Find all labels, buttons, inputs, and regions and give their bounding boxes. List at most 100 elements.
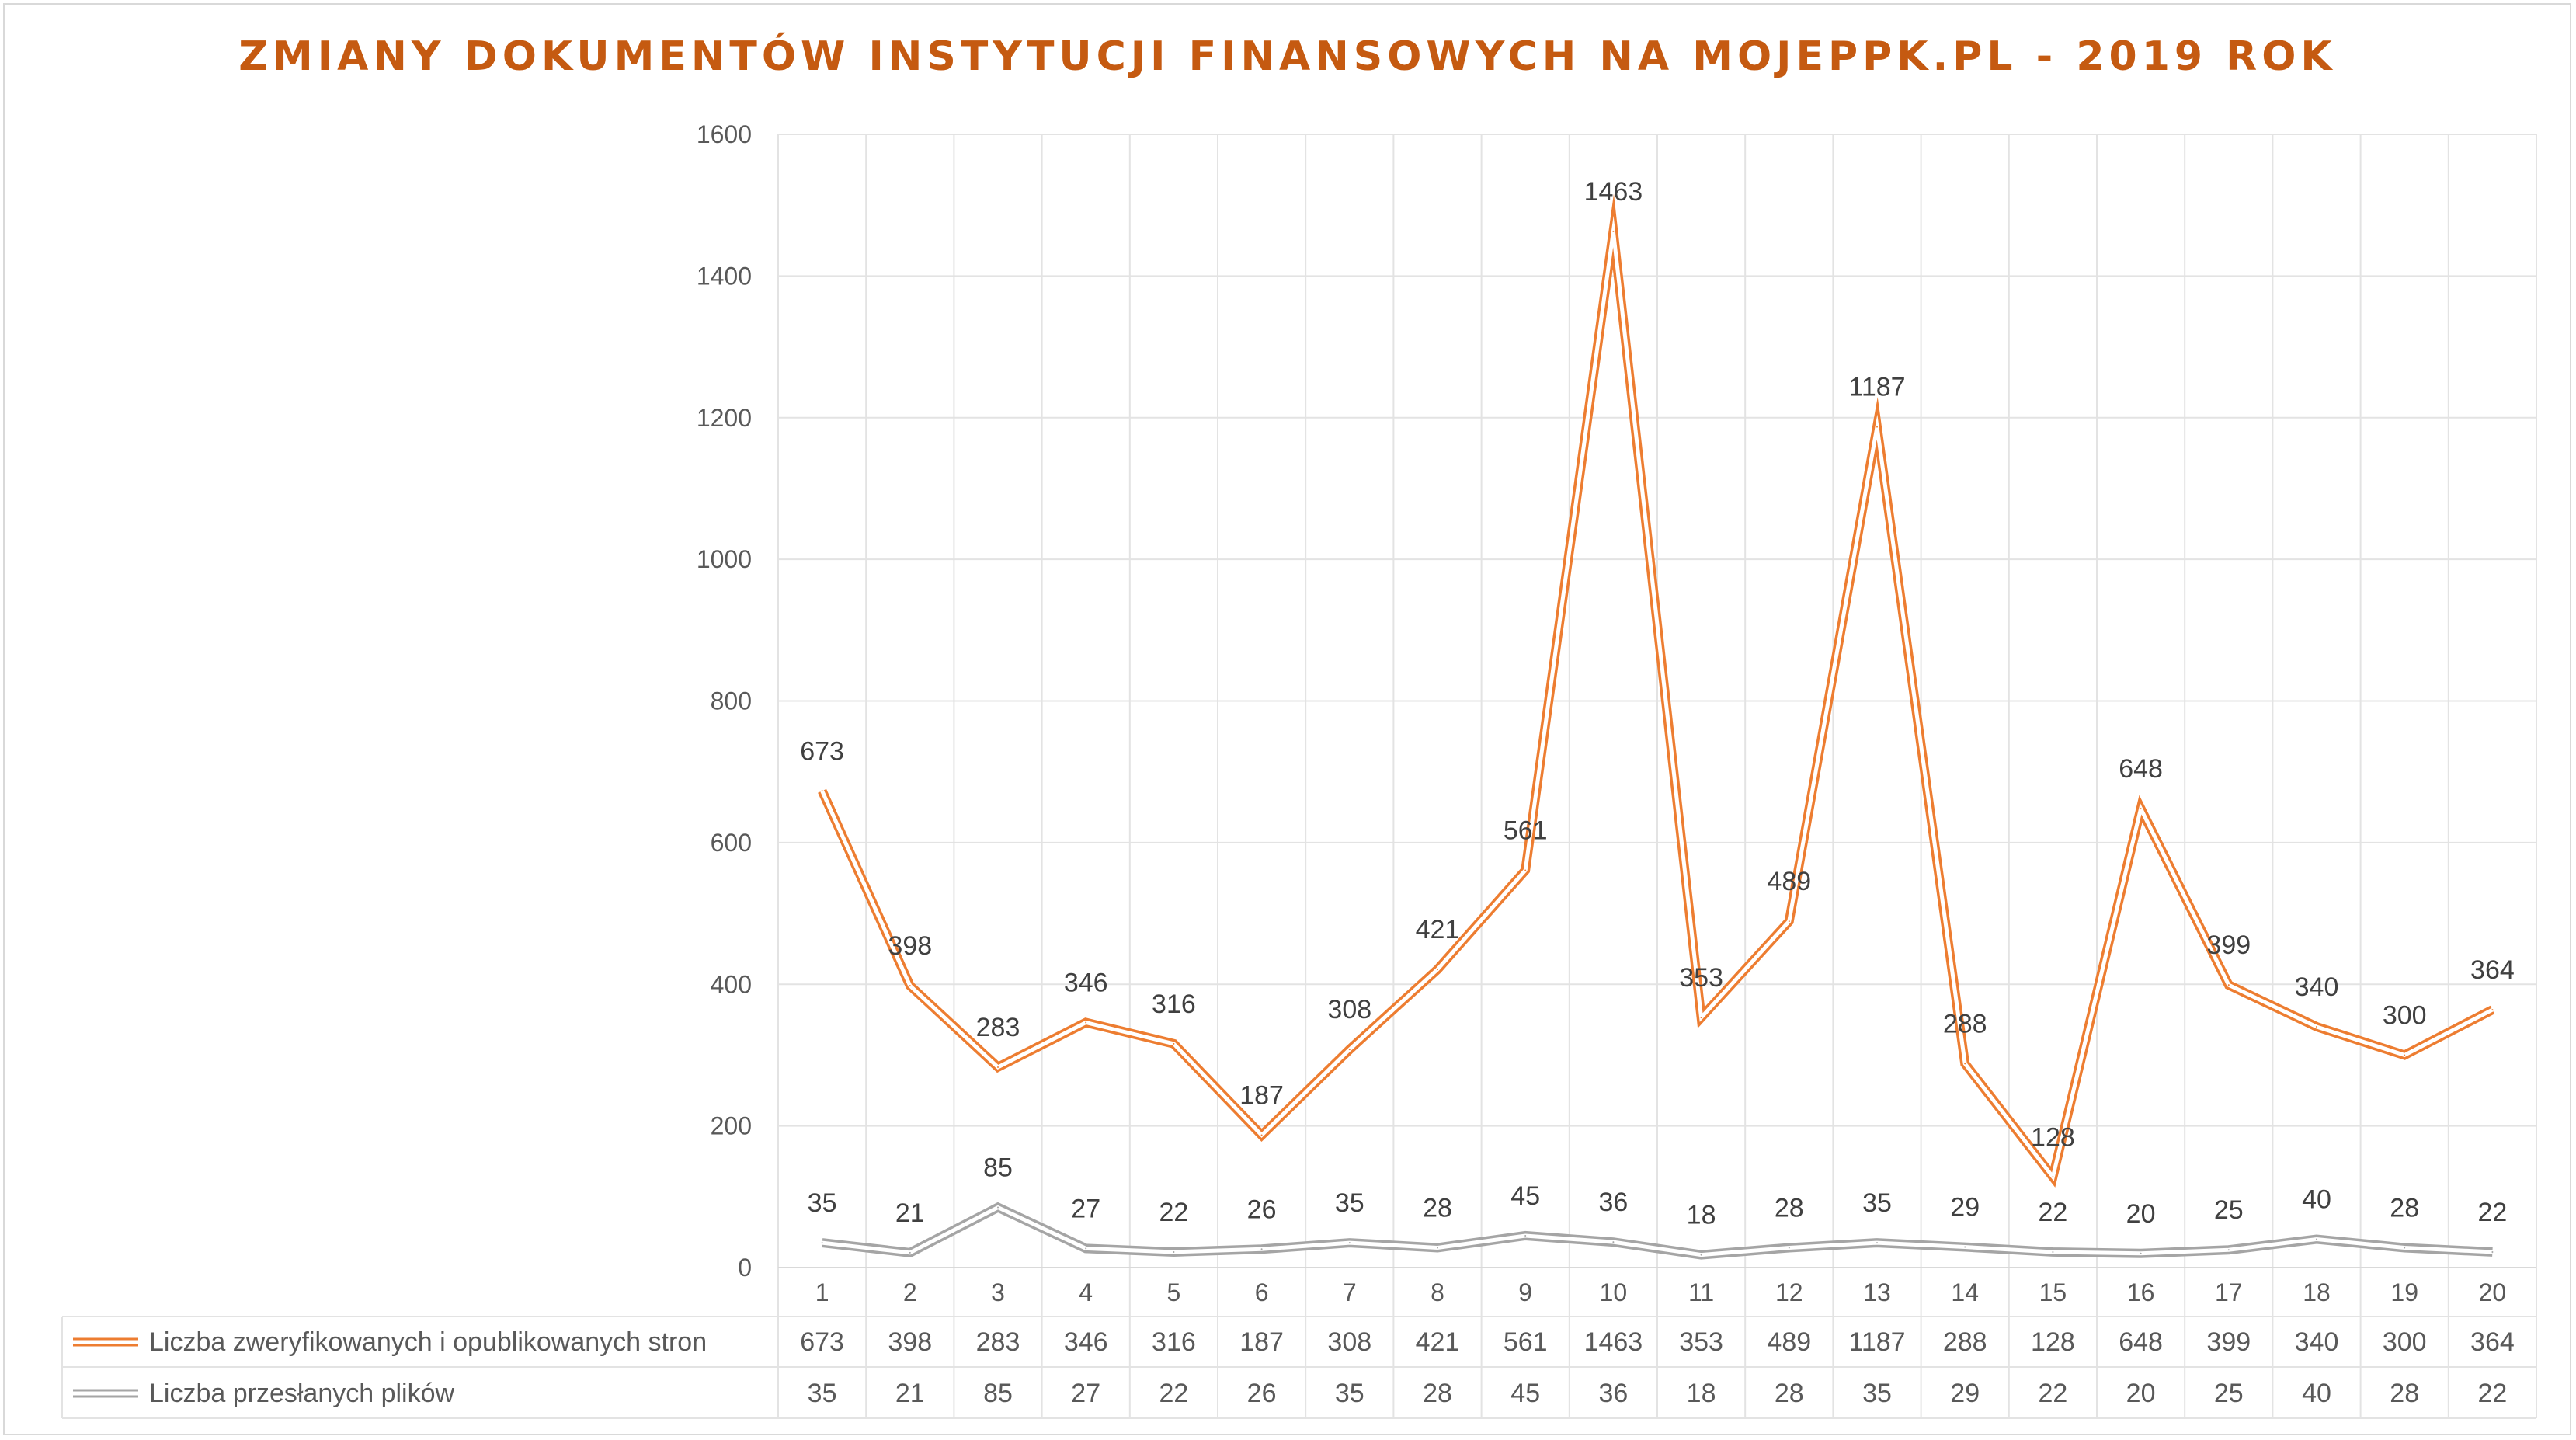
- data-point: [1173, 1042, 1175, 1045]
- data-point: [2140, 808, 2142, 810]
- table-cell: 288: [1943, 1327, 1987, 1357]
- data-label: 29: [1950, 1193, 1980, 1223]
- chart-title: ZMIANY DOKUMENTÓW INSTYTUCJI FINANSOWYCH…: [238, 32, 2336, 80]
- data-label: 128: [2031, 1122, 2075, 1152]
- x-tick-label: 4: [1079, 1278, 1093, 1306]
- x-tick-label: 8: [1431, 1278, 1444, 1306]
- x-tick-label: 6: [1255, 1278, 1269, 1306]
- data-label: 308: [1327, 995, 1371, 1024]
- data-point: [821, 1242, 823, 1244]
- data-labels: 673 398 283 346 316 187 308 421 561 1463 353 489 118…: [800, 177, 2515, 1230]
- data-label: 26: [1247, 1195, 1277, 1224]
- y-tick-label: 1600: [697, 120, 752, 148]
- data-label: 187: [1239, 1080, 1284, 1110]
- data-label: 21: [895, 1198, 925, 1228]
- data-label: 35: [1335, 1188, 1364, 1218]
- data-label: 288: [1943, 1009, 1987, 1038]
- table-cell: 18: [1687, 1379, 1716, 1408]
- table-cell: 648: [2119, 1327, 2163, 1357]
- table-cell: 364: [2470, 1327, 2515, 1357]
- table-cell: 20: [2126, 1379, 2156, 1408]
- data-label: 28: [1423, 1193, 1452, 1223]
- data-point: [1524, 1234, 1527, 1237]
- data-point: [2491, 1009, 2494, 1011]
- table-cell: 26: [1247, 1379, 1277, 1408]
- table-cell: 316: [1152, 1327, 1196, 1357]
- data-label: 22: [1159, 1198, 1188, 1227]
- data-point: [1260, 1134, 1263, 1136]
- table-cell: 353: [1679, 1327, 1723, 1357]
- x-tick-label: 20: [2479, 1278, 2507, 1306]
- data-point: [1788, 1247, 1790, 1249]
- legend-series-name: Liczba przesłanych plików: [149, 1379, 455, 1408]
- data-label: 283: [976, 1013, 1020, 1042]
- data-point: [1700, 1017, 1702, 1019]
- y-tick-label: 200: [711, 1112, 752, 1140]
- data-point: [1437, 1247, 1438, 1249]
- x-tick-label: 10: [1600, 1278, 1628, 1306]
- data-label: 36: [1598, 1188, 1628, 1217]
- data-point: [909, 1251, 911, 1254]
- table-cell: 398: [888, 1327, 932, 1357]
- table-cell: 340: [2295, 1327, 2339, 1357]
- table-cell: 28: [1775, 1379, 1804, 1408]
- table-cell: 489: [1767, 1327, 1811, 1357]
- y-tick-label: 0: [738, 1254, 752, 1282]
- data-label: 22: [2477, 1198, 2507, 1227]
- data-label: 27: [1071, 1194, 1100, 1223]
- legend-series-name: Liczba zweryfikowanych i opublikowanych …: [149, 1327, 707, 1357]
- x-tick-label: 1: [815, 1278, 829, 1306]
- table-cell: 35: [808, 1379, 837, 1408]
- table-cell: 36: [1598, 1379, 1628, 1408]
- data-point: [2491, 1250, 2494, 1253]
- x-tick-label: 2: [903, 1278, 917, 1306]
- data-label: 421: [1416, 915, 1460, 944]
- data-point: [1437, 969, 1438, 971]
- data-point: [2316, 1238, 2317, 1240]
- data-label: 673: [800, 736, 844, 766]
- data-label: 346: [1064, 968, 1108, 997]
- data-point: [909, 985, 911, 987]
- data-point: [1964, 1063, 1966, 1065]
- data-label: 1187: [1848, 373, 1905, 402]
- table-cell: 25: [2214, 1379, 2244, 1408]
- data-point: [1260, 1248, 1263, 1250]
- data-point: [1085, 1247, 1087, 1250]
- data-label: 35: [808, 1188, 837, 1218]
- data-label: 28: [1775, 1193, 1804, 1223]
- data-point: [2140, 1252, 2142, 1254]
- x-tick-label: 19: [2390, 1278, 2418, 1306]
- x-tick-label: 3: [991, 1278, 1005, 1306]
- table-cell: 85: [983, 1379, 1013, 1408]
- data-point: [997, 1066, 999, 1068]
- x-tick-label: 14: [1951, 1278, 1979, 1306]
- table-cell: 21: [895, 1379, 925, 1408]
- x-tick-label: 16: [2127, 1278, 2155, 1306]
- series-line-inner: [822, 1205, 2493, 1257]
- table-cell: 1463: [1584, 1327, 1643, 1357]
- table-cell: 128: [2031, 1327, 2075, 1357]
- data-point: [1876, 1242, 1878, 1244]
- data-label: 1463: [1584, 177, 1643, 207]
- x-tick-label: 5: [1167, 1278, 1181, 1306]
- data-label: 398: [888, 931, 932, 961]
- table-cell: 283: [976, 1327, 1020, 1357]
- table-cell: 35: [1862, 1379, 1892, 1408]
- table-cell: 22: [2477, 1379, 2507, 1408]
- data-label: 399: [2206, 930, 2251, 960]
- table-cell: 35: [1335, 1379, 1364, 1408]
- data-label: 22: [2038, 1198, 2067, 1227]
- data-label: 353: [1679, 963, 1723, 993]
- table-cell: 28: [2390, 1379, 2419, 1408]
- series-lines: [818, 193, 2495, 1260]
- data-label: 561: [1504, 816, 1548, 845]
- y-tick-label: 1200: [697, 404, 752, 432]
- data-label: 35: [1862, 1188, 1892, 1218]
- x-tick-label: 12: [1775, 1278, 1803, 1306]
- data-label: 20: [2126, 1199, 2156, 1229]
- y-tick-label: 800: [711, 687, 752, 715]
- table-cell: 22: [1159, 1379, 1188, 1408]
- data-point: [1524, 869, 1527, 871]
